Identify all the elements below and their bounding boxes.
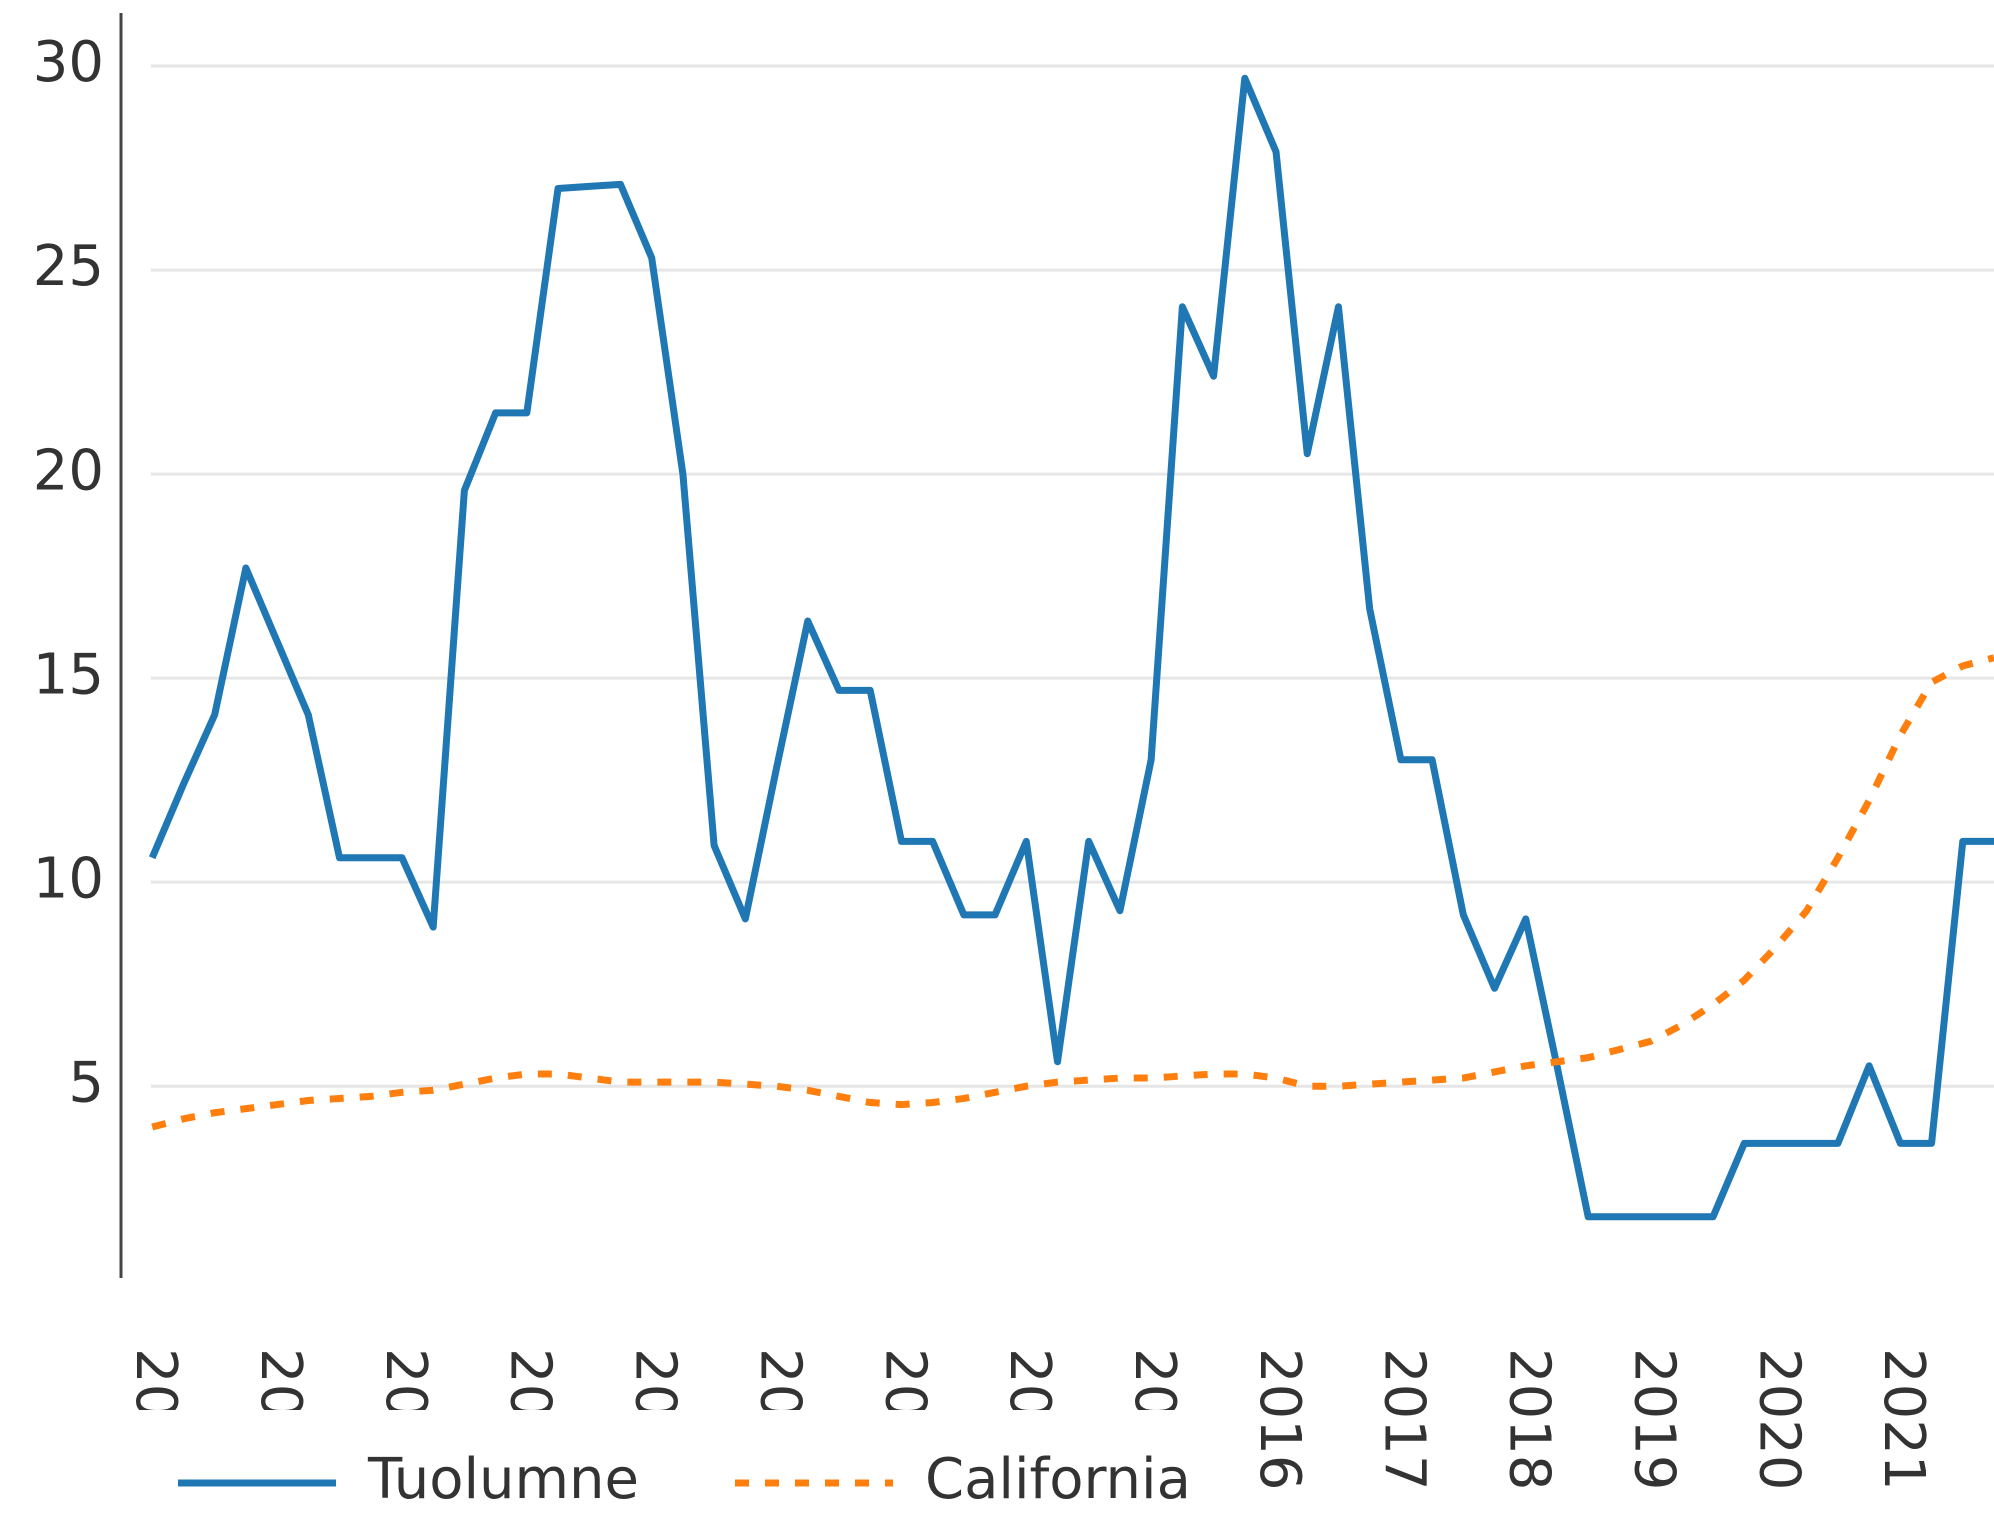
legend-label: Tuolumne [367,1447,639,1512]
x-tick-label: 2019 [1621,1348,1686,1491]
x-tick-label: 2018 [1497,1348,1562,1491]
y-tick-label: 15 [33,642,104,707]
y-tick-label: 10 [33,846,104,911]
legend-box [130,1410,1235,1539]
y-tick-label: 5 [68,1050,104,1115]
x-tick-label: 2017 [1372,1348,1437,1491]
data-line [151,654,1994,1131]
legend-label: California [925,1447,1191,1512]
data-line [148,74,1994,1221]
x-tick-label: 2016 [1247,1348,1312,1491]
x-tick-label: 2021 [1871,1348,1936,1491]
y-tick-label: 25 [33,234,104,299]
x-tick-label: 2020 [1746,1348,1811,1491]
y-tick-label: 30 [33,30,104,95]
y-tick-label: 20 [33,438,104,503]
